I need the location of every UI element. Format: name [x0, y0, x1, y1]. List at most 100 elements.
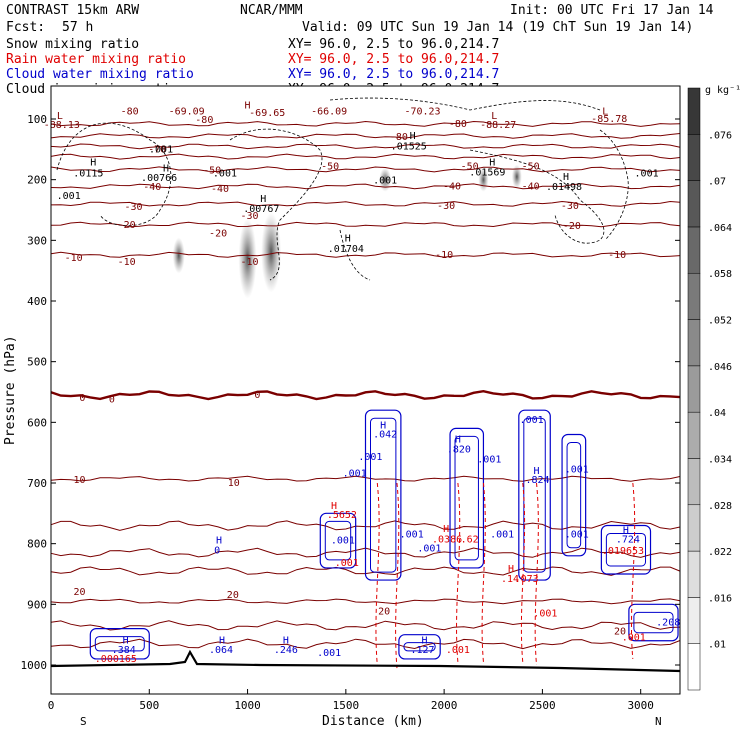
isotherm-label: -50 — [461, 161, 479, 172]
extrema-label: .000165 — [95, 654, 137, 665]
cloud-water-contour — [454, 435, 479, 561]
extrema-label: H — [421, 636, 427, 647]
isotherm-label: -80 — [390, 132, 408, 143]
extrema-label: H — [455, 434, 461, 445]
colorbar-tick-label: .04 — [708, 408, 726, 419]
rain-contour — [375, 482, 380, 666]
extrema-label: .064 — [209, 645, 233, 656]
colorbar-tick-label: .064 — [708, 223, 732, 234]
terrain-line — [50, 649, 681, 673]
cloud-water-contour — [523, 417, 546, 573]
colorbar-tick-label: .046 — [708, 362, 732, 373]
extrema-label: L — [491, 111, 497, 122]
rain-contour — [630, 482, 636, 659]
extrema-label: H — [345, 234, 351, 245]
extrema-label: .62 — [461, 534, 479, 545]
isotherm-line — [50, 638, 681, 650]
colorbar-tick-label: .028 — [708, 501, 732, 512]
colorbar-segment — [687, 504, 701, 552]
isotherm-label: -10 — [608, 250, 626, 261]
colorbar-segment — [687, 550, 701, 598]
extrema-label: .001 — [149, 144, 173, 155]
colorbar-segment — [687, 365, 701, 413]
extrema-label: .820 — [447, 445, 471, 456]
rain-contour — [456, 482, 461, 663]
isotherm-line — [50, 221, 681, 228]
isotherm-label: -10 — [240, 257, 258, 268]
isotherm-label: 10 — [73, 475, 85, 486]
extrema-label: .01569 — [469, 167, 505, 178]
extrema-label: .019653 — [602, 546, 644, 557]
cloud-water-contour — [449, 427, 485, 569]
cloud-water-contour — [566, 441, 582, 549]
init-time: Init: 00 UTC Fri 17 Jan 14 — [510, 3, 714, 18]
extrema-label: H — [163, 164, 169, 175]
extrema-label: .001 — [417, 544, 441, 555]
extrema-label: .384 — [112, 645, 136, 656]
colorbar-segment — [687, 411, 701, 459]
isotherm-line — [50, 598, 681, 605]
colorbar-segment — [687, 319, 701, 367]
extrema-label: .01704 — [328, 244, 364, 255]
cloud-water-contour — [364, 409, 402, 581]
y-tick-label: 700 — [27, 477, 47, 490]
y-tick-label: 500 — [27, 356, 47, 369]
extrema-label: .001 — [533, 608, 557, 619]
extrema-label: -85.78 — [591, 114, 627, 125]
legend-cloud-water-xy: XY= 96.0, 2.5 to 96.0,214.7 — [288, 67, 499, 82]
isotherm-label: 0 — [109, 394, 115, 405]
y-tick-label: 100 — [27, 113, 47, 126]
extrema-label: .00767 — [243, 204, 279, 215]
isotherm-label: -50 — [522, 161, 540, 172]
cloud-water-contours — [89, 409, 679, 660]
cloud-water-contour — [605, 532, 647, 567]
extrema-label: H — [216, 536, 222, 547]
extrema-label: .001 — [490, 530, 514, 541]
extrema-label: .00766 — [141, 173, 177, 184]
legend-cloud-water-name: Cloud water mixing ratio — [6, 67, 194, 82]
isotherm-labels: -80-80 -80-80-70-50 -50 -50 -50-40 -40 -40 -40-… — [65, 107, 627, 638]
cloud-water-contour — [324, 520, 352, 561]
extrema-label: .14 — [501, 574, 519, 585]
isotherm-label: -20 — [209, 229, 227, 240]
extrema-label: -88.13 — [44, 120, 80, 131]
colorbar-segment — [687, 597, 701, 644]
isotherm-label: -10 — [435, 250, 453, 261]
extrema-label: H — [245, 101, 251, 112]
snow-core — [238, 218, 257, 299]
y-tick-label: 900 — [27, 598, 47, 611]
extrema-label: .001 — [343, 468, 367, 479]
legend-rain-xy: XY= 96.0, 2.5 to 96.0,214.7 — [288, 52, 499, 67]
plot-frame — [50, 85, 681, 695]
extrema-label: .001 — [57, 191, 81, 202]
ice-contour — [469, 149, 605, 244]
rain-water-contours — [375, 482, 636, 669]
colorbar-tick-label: .034 — [708, 454, 732, 465]
cloud-water-contour — [94, 636, 145, 652]
isotherm-label: -40 — [522, 181, 540, 192]
extrema-label: .127 — [410, 645, 434, 656]
colorbar-tick-label: .022 — [708, 547, 732, 558]
extrema-label: .001 — [317, 648, 341, 659]
isotherm-label: -30 — [437, 201, 455, 212]
cloud-water-contour — [518, 409, 551, 581]
legend-snow-xy: XY= 96.0, 2.5 to 96.0,214.7 — [288, 37, 499, 52]
extrema-label: H — [410, 131, 416, 142]
extrema-label: .001 — [565, 465, 589, 476]
extrema-label: .001 — [622, 633, 646, 644]
isotherm-label: -10 — [65, 253, 83, 264]
extrema-label: H — [489, 158, 495, 169]
isotherm-label: -10 — [118, 257, 136, 268]
isotherm-label: 20 — [614, 627, 626, 638]
isotherm-line — [50, 620, 681, 631]
extrema-label: -69.65 — [249, 108, 285, 119]
isotherm-line — [50, 389, 681, 401]
extrema-label: H — [443, 524, 449, 535]
extrema-label: H — [623, 525, 629, 536]
y-tick-label: 300 — [27, 234, 47, 247]
x-tick-label: 2000 — [431, 699, 458, 712]
isotherm-label: -20 — [563, 221, 581, 232]
x-end-left: S — [80, 715, 87, 728]
